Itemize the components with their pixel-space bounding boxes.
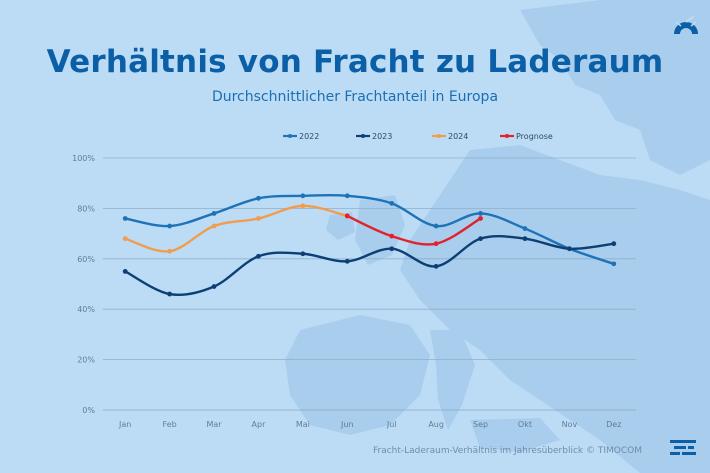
series-line-2022 <box>124 193 615 266</box>
data-point-2022 <box>256 195 261 201</box>
data-point-2022 <box>122 216 128 221</box>
data-point-prognose <box>478 216 483 221</box>
legend-label: 2024 <box>448 132 468 141</box>
chart-subtitle: Durchschnittlicher Frachtanteil in Europ… <box>211 89 499 105</box>
gauge-icon <box>674 15 698 34</box>
data-point-2023 <box>122 269 128 274</box>
legend-marker <box>505 134 509 138</box>
data-point-2022 <box>211 211 217 216</box>
y-tick-label: 80% <box>77 204 95 213</box>
x-tick-label: Apr <box>252 420 267 429</box>
x-tick-label: Jul <box>386 420 397 429</box>
y-tick-label: 0% <box>82 406 95 415</box>
legend-marker <box>437 134 441 138</box>
series-line-prognose <box>346 214 482 246</box>
legend-label: 2023 <box>372 132 392 141</box>
y-tick-label: 100% <box>72 154 95 163</box>
data-point-2023 <box>344 258 350 264</box>
x-tick-label: Aug <box>428 420 444 429</box>
data-point-2022 <box>522 226 528 231</box>
x-tick-label: Jan <box>118 420 131 429</box>
data-point-2023 <box>522 236 528 242</box>
legend-marker <box>288 134 292 138</box>
data-point-2023 <box>389 246 395 252</box>
x-tick-label: Nov <box>562 420 578 429</box>
data-point-2023 <box>211 284 217 289</box>
data-point-2023 <box>611 241 617 247</box>
y-tick-label: 60% <box>77 255 95 264</box>
legend-label: Prognose <box>516 132 553 141</box>
data-point-prognose <box>389 233 395 239</box>
legend: 2022 2023 2024 Prognose <box>283 132 553 141</box>
speed-lines-icon <box>670 440 696 455</box>
data-point-2022 <box>300 193 306 199</box>
x-tick-label: Dez <box>606 420 621 429</box>
data-point-prognose <box>344 213 350 219</box>
source-credit: Fracht-Laderaum-Verhältnis im Jahresüber… <box>372 446 642 456</box>
x-tick-label: Sep <box>473 420 488 429</box>
data-point-2023 <box>566 246 572 252</box>
series-line-2023 <box>124 234 615 297</box>
gridlines <box>103 157 636 411</box>
y-axis-ticks: 0% 20% 40% 60% 80% 100% <box>72 154 95 415</box>
chart-title: Verhältnis von Fracht zu Laderaum <box>46 44 664 80</box>
data-point-2024 <box>256 216 261 221</box>
legend-label: 2022 <box>299 132 319 141</box>
data-point-2022 <box>167 223 173 229</box>
data-point-2024 <box>211 223 217 229</box>
data-point-2022 <box>344 193 350 199</box>
data-point-2022 <box>389 200 395 206</box>
data-point-2024 <box>167 248 173 254</box>
data-point-2024 <box>122 236 128 242</box>
legend-marker <box>361 134 365 138</box>
data-point-2023 <box>433 263 439 269</box>
series-lines <box>124 193 615 297</box>
data-point-2023 <box>478 236 483 242</box>
x-tick-label: Okt <box>518 420 532 429</box>
x-tick-label: Mar <box>206 420 222 429</box>
data-point-2023 <box>256 253 261 259</box>
series-line-2024 <box>124 204 349 253</box>
x-tick-label: Mai <box>296 420 310 429</box>
y-tick-label: 20% <box>77 356 95 365</box>
data-point-2022 <box>433 223 439 229</box>
series-points <box>122 193 617 297</box>
data-point-prognose <box>433 241 439 247</box>
data-point-2022 <box>611 261 617 267</box>
data-point-2022 <box>478 211 483 216</box>
data-point-2023 <box>167 291 173 297</box>
y-tick-label: 40% <box>77 305 95 314</box>
x-axis-ticks: Jan Feb Mar Apr Mai Jun Jul Aug Sep Okt Nov Dez <box>118 420 621 429</box>
x-tick-label: Feb <box>163 420 177 429</box>
data-point-2024 <box>300 203 306 209</box>
data-point-2023 <box>300 251 306 257</box>
x-tick-label: Jun <box>340 420 354 429</box>
